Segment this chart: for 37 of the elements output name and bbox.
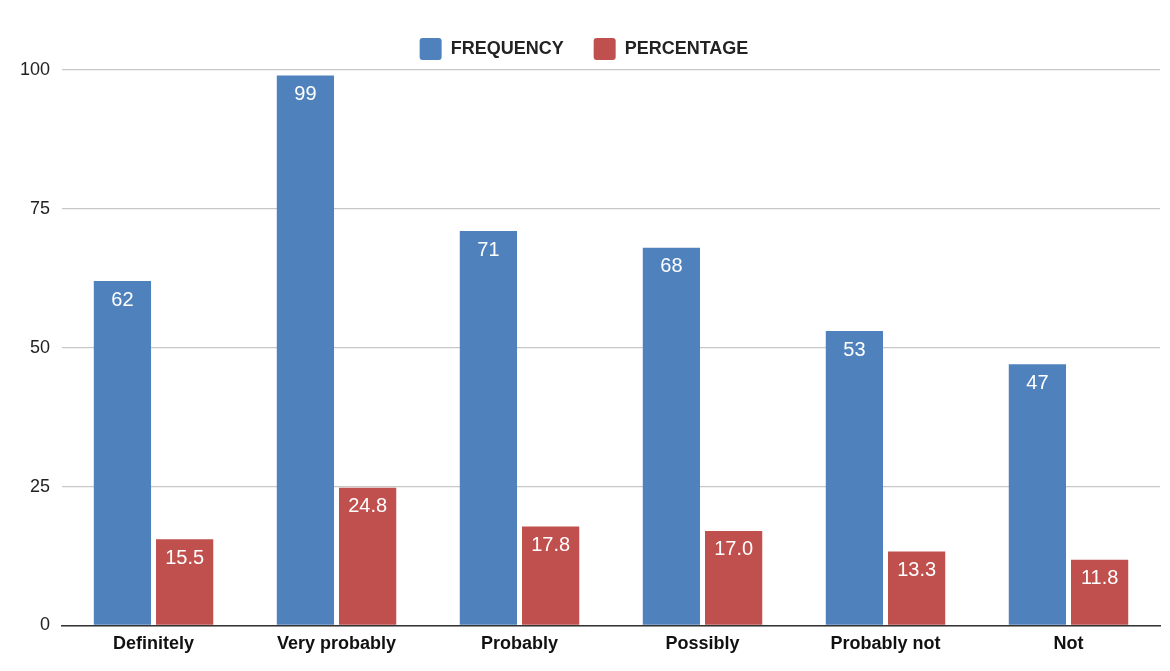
data-label: 17.0	[714, 537, 754, 560]
x-tick-label: Not	[1053, 633, 1084, 654]
x-tick-label: Very probably	[276, 633, 397, 654]
y-tick-label: 100	[19, 58, 51, 79]
data-label: 17.8	[531, 533, 571, 556]
y-tick-label: 0	[40, 614, 51, 635]
data-label: 68	[660, 254, 683, 277]
data-label: 71	[477, 237, 500, 260]
bar	[93, 281, 152, 625]
bar	[1008, 364, 1067, 625]
y-tick-label: 50	[30, 336, 51, 357]
data-label: 47	[1026, 370, 1049, 393]
bar	[888, 551, 946, 625]
x-tick-label: Probably not	[830, 633, 941, 654]
bar	[642, 247, 701, 625]
data-label: 13.3	[897, 558, 937, 581]
y-tick-label: 25	[30, 475, 51, 496]
y-tick-label: 75	[30, 197, 51, 218]
bar	[825, 331, 884, 625]
data-label: 11.8	[1080, 566, 1119, 589]
bar	[156, 539, 214, 625]
x-tick-label: Possibly	[665, 633, 740, 654]
bar	[276, 75, 335, 625]
data-label: 99	[294, 82, 317, 105]
bar	[522, 526, 580, 625]
bar	[339, 487, 397, 625]
data-label: 15.5	[165, 545, 205, 568]
bar	[705, 530, 763, 625]
data-label: 62	[111, 287, 134, 310]
bar	[1070, 559, 1129, 625]
x-tick-label: Definitely	[113, 633, 195, 654]
legend-label: PERCENTAGE	[624, 37, 749, 58]
data-label: 53	[843, 337, 866, 360]
bar	[459, 231, 518, 625]
x-tick-label: Probably	[481, 633, 559, 654]
data-label: 24.8	[348, 494, 388, 517]
legend-label: FREQUENCY	[450, 37, 564, 58]
